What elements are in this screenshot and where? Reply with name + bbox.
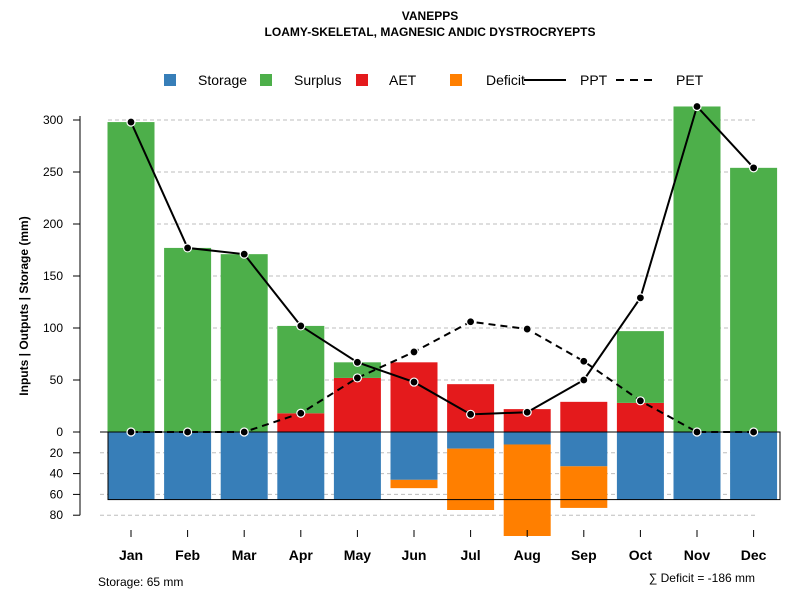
- y-tick-label: 80: [50, 508, 64, 522]
- ppt-line-point: [126, 117, 136, 127]
- storage-bar: [277, 432, 325, 500]
- storage-footer: Storage: 65 mm: [98, 575, 183, 589]
- pet-line-point: [239, 427, 249, 437]
- x-tick-label: Feb: [175, 547, 200, 563]
- deficit-bar: [447, 448, 495, 510]
- bars: [100, 106, 781, 536]
- x-tick-label: Aug: [514, 547, 541, 563]
- y-tick-label: 300: [43, 113, 63, 127]
- y-tick-label: 20: [50, 446, 64, 460]
- legend-label: PET: [676, 72, 704, 88]
- y-tick-label: 50: [50, 373, 64, 387]
- deficit-bar: [503, 444, 551, 536]
- storage-bar: [333, 432, 381, 500]
- x-tick-label: Oct: [629, 547, 653, 563]
- pet-line-point: [466, 317, 476, 327]
- legend-label: Storage: [198, 72, 247, 88]
- x-tick-label: Apr: [289, 547, 314, 563]
- aet-bar: [560, 401, 608, 432]
- pet-line-point: [409, 347, 419, 357]
- chart-title: VANEPPS: [402, 9, 458, 23]
- legend-label: PPT: [580, 72, 608, 88]
- storage-bar: [107, 432, 155, 500]
- aet-bar: [616, 402, 664, 432]
- pet-line-point: [748, 427, 759, 437]
- legend-swatch: [260, 74, 272, 86]
- ppt-line-point: [352, 357, 362, 367]
- ppt-line-point: [635, 293, 646, 303]
- storage-bar: [390, 432, 438, 480]
- y-tick-label: 100: [43, 321, 63, 335]
- legend-label: AET: [389, 72, 417, 88]
- ppt-line-point: [183, 243, 193, 253]
- surplus-bar: [616, 331, 664, 403]
- y-tick-label: 200: [43, 217, 63, 231]
- storage-bar: [673, 432, 721, 500]
- ppt-line-point: [239, 249, 249, 259]
- ppt-line-point: [748, 163, 759, 173]
- y-tick-label: 40: [50, 467, 64, 481]
- y-tick-label: 60: [50, 487, 64, 501]
- surplus-bar: [277, 325, 325, 414]
- storage-bar: [164, 432, 212, 500]
- series-lines: [126, 101, 759, 437]
- ppt-line-point: [579, 375, 589, 385]
- pet-line-point: [579, 356, 589, 366]
- aet-bar: [333, 377, 381, 432]
- storage-bar: [730, 432, 778, 500]
- pet-line-point: [522, 324, 532, 334]
- ppt-line: [130, 104, 755, 416]
- surplus-bar: [107, 122, 155, 432]
- storage-bar: [560, 432, 608, 467]
- surplus-bar: [673, 106, 721, 432]
- x-tick-label: Mar: [232, 547, 257, 563]
- surplus-bar: [220, 254, 268, 432]
- y-axis-label: Inputs | Outputs | Storage (mm): [17, 216, 31, 395]
- storage-bar: [220, 432, 268, 500]
- ppt-line-point: [409, 377, 419, 387]
- aet-bar: [503, 409, 551, 432]
- x-tick-label: Dec: [741, 547, 767, 563]
- pet-line-point: [635, 396, 646, 406]
- x-tick-label: Sep: [571, 547, 597, 563]
- ppt-line-point: [296, 321, 306, 331]
- ppt-line-point: [522, 407, 532, 417]
- axes: 0 50 100 150 200 250 300 20 40 60 80 Jan Feb Mar Apr Ma…: [43, 113, 767, 563]
- legend-label: Deficit: [486, 72, 525, 88]
- storage-bar: [616, 432, 664, 500]
- pet-line-point: [183, 427, 193, 437]
- pet-line-point: [352, 373, 362, 383]
- legend-label: Surplus: [294, 72, 341, 88]
- ppt-line-point: [692, 101, 702, 112]
- pet-line-point: [296, 408, 306, 418]
- pet-line-point: [692, 427, 702, 437]
- chart-subtitle: LOAMY-SKELETAL, MAGNESIC ANDIC DYSTROCRY…: [265, 25, 596, 39]
- legend-swatch: [450, 74, 462, 86]
- deficit-footer: ∑ Deficit = -186 mm: [649, 571, 755, 585]
- legend: Storage Surplus AET Deficit PPT PET: [164, 72, 704, 88]
- deficit-bar: [560, 466, 608, 508]
- aet-bar: [390, 362, 438, 432]
- storage-bar: [503, 432, 551, 445]
- surplus-bar: [164, 247, 212, 432]
- aet-bar: [447, 384, 495, 432]
- ppt-line-point: [466, 409, 476, 419]
- surplus-bar: [730, 167, 778, 432]
- y-tick-label: 250: [43, 165, 63, 179]
- pet-line-point: [126, 427, 136, 437]
- legend-swatch: [164, 74, 176, 86]
- x-tick-label: Jul: [460, 547, 480, 563]
- y-tick-label: 0: [56, 425, 63, 439]
- legend-swatch: [356, 74, 368, 86]
- storage-bar: [447, 432, 495, 449]
- x-tick-label: Jan: [119, 547, 143, 563]
- pet-line: [131, 320, 754, 433]
- x-tick-label: Jun: [402, 547, 427, 563]
- deficit-bar: [390, 479, 438, 489]
- y-tick-label: 150: [43, 269, 63, 283]
- x-tick-label: May: [344, 547, 371, 563]
- x-tick-label: Nov: [684, 547, 711, 563]
